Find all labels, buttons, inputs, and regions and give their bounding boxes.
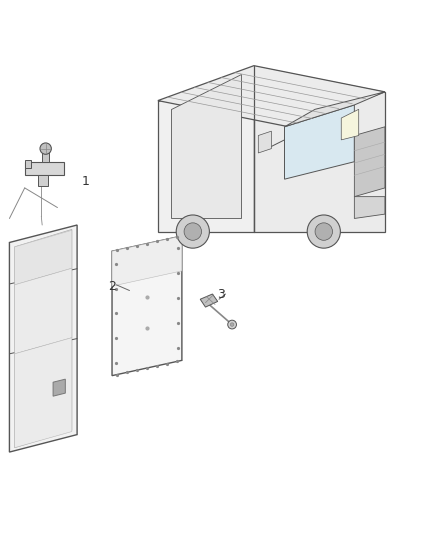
Text: 2: 2 xyxy=(108,280,116,293)
Polygon shape xyxy=(354,127,385,197)
Polygon shape xyxy=(14,338,72,448)
Polygon shape xyxy=(112,236,182,376)
Polygon shape xyxy=(25,160,31,168)
Polygon shape xyxy=(158,66,385,127)
Text: 3: 3 xyxy=(217,288,225,301)
Polygon shape xyxy=(42,151,49,161)
Polygon shape xyxy=(25,161,64,175)
Polygon shape xyxy=(200,294,218,307)
Circle shape xyxy=(40,143,51,154)
Polygon shape xyxy=(258,131,272,153)
Text: 1: 1 xyxy=(82,175,90,188)
Polygon shape xyxy=(53,379,65,396)
Circle shape xyxy=(307,215,340,248)
Polygon shape xyxy=(112,236,182,286)
Circle shape xyxy=(315,223,332,240)
Polygon shape xyxy=(285,105,354,179)
Circle shape xyxy=(230,323,234,326)
Circle shape xyxy=(176,215,209,248)
Polygon shape xyxy=(38,175,48,186)
Polygon shape xyxy=(254,66,385,231)
Polygon shape xyxy=(171,75,241,219)
Circle shape xyxy=(184,223,201,240)
Polygon shape xyxy=(341,109,359,140)
Circle shape xyxy=(228,320,237,329)
Polygon shape xyxy=(14,268,72,354)
Polygon shape xyxy=(285,92,385,127)
Polygon shape xyxy=(158,66,254,231)
Polygon shape xyxy=(354,197,385,219)
Polygon shape xyxy=(10,225,77,452)
Polygon shape xyxy=(14,230,72,285)
